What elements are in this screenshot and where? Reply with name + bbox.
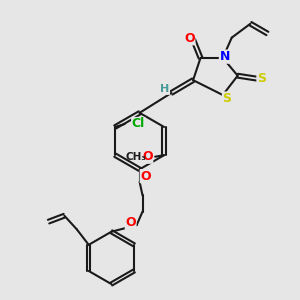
- Text: Cl: Cl: [132, 118, 145, 130]
- Text: CH₃: CH₃: [126, 152, 147, 162]
- Text: O: O: [142, 150, 153, 163]
- Text: O: O: [125, 216, 136, 229]
- Text: H: H: [160, 84, 170, 94]
- Text: O: O: [184, 32, 195, 45]
- Text: S: S: [257, 72, 266, 85]
- Text: S: S: [223, 92, 232, 105]
- Text: N: N: [219, 50, 230, 63]
- Text: O: O: [140, 170, 151, 183]
